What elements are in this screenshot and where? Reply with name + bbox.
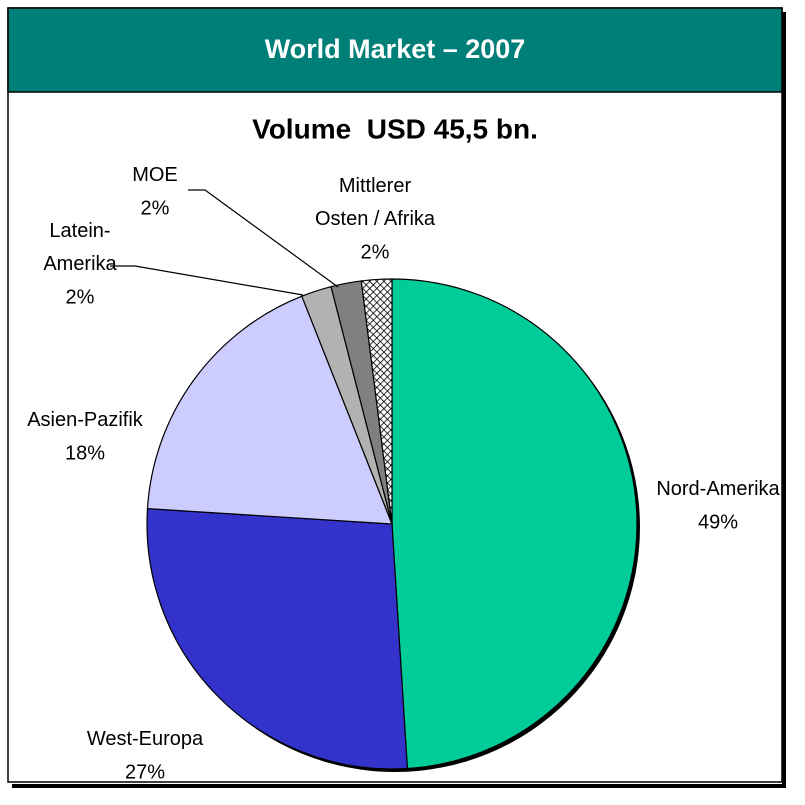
slice-value-label: 2%	[141, 197, 170, 219]
slice-label: Latein-Amerika	[43, 220, 117, 275]
pie-slice	[146, 295, 393, 525]
header-band	[7, 7, 783, 93]
chart-subtitle: Volume USD 45,5 bn.	[252, 113, 538, 144]
pie	[146, 278, 640, 772]
leader-line	[188, 189, 339, 288]
chart-title: World Market – 2007	[265, 34, 526, 64]
slice-value-label: 27%	[125, 761, 165, 783]
slice-value-label: 2%	[66, 286, 95, 308]
leader-line	[110, 265, 304, 296]
slice-value-label: 49%	[698, 511, 738, 533]
slice-label: Asien-Pazifik	[27, 409, 144, 431]
slice-label: Mittlerer Osten / Afrika	[315, 175, 436, 230]
pie-slice	[391, 278, 638, 770]
slice-label: MOE	[132, 164, 178, 186]
slice-label: West-Europa	[87, 728, 204, 750]
pie-slice	[146, 507, 409, 770]
slice-value-label: 2%	[361, 241, 390, 263]
slice-label: Nord-Amerika	[656, 478, 780, 500]
slice-value-label: 18%	[65, 442, 105, 464]
pie-slice	[360, 278, 393, 525]
